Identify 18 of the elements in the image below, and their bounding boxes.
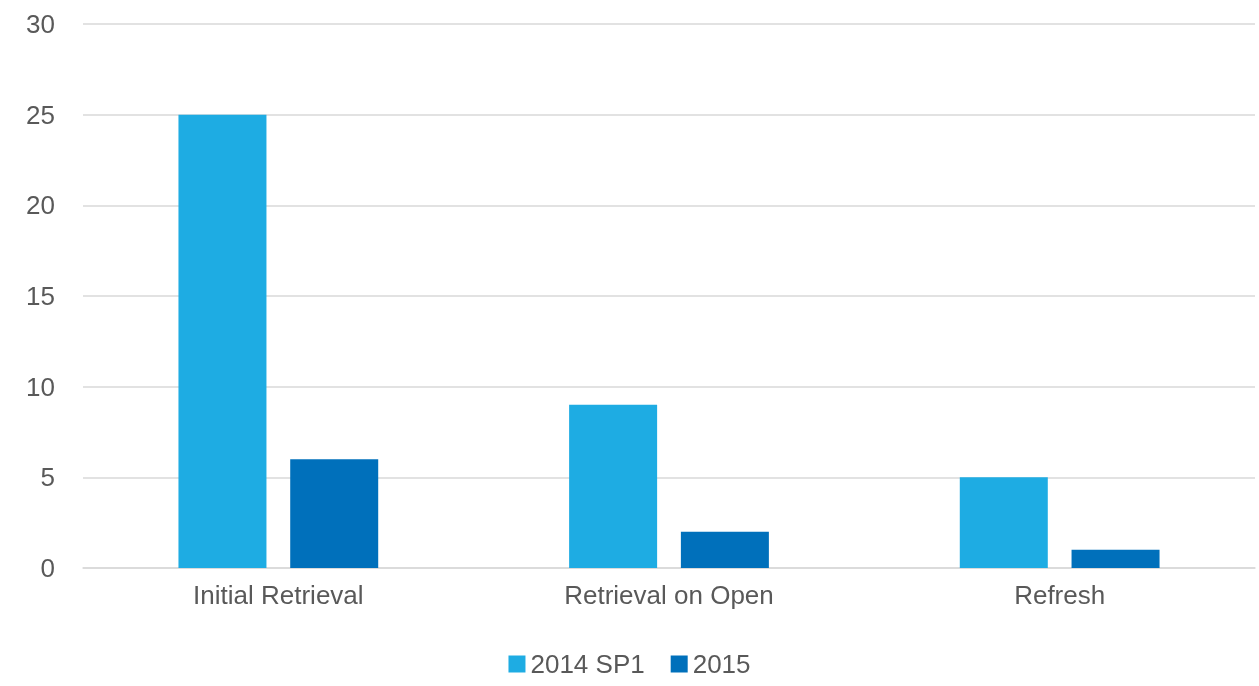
bar xyxy=(290,459,379,568)
x-tick-label: Retrieval on Open xyxy=(564,580,774,610)
x-tick-label: Refresh xyxy=(1014,580,1106,610)
y-tick-label: 5 xyxy=(40,462,55,493)
y-tick-label: 25 xyxy=(26,99,55,130)
bar xyxy=(178,114,267,568)
y-tick-label: 0 xyxy=(40,553,55,583)
bar xyxy=(569,404,658,568)
y-tick-label: 10 xyxy=(26,371,55,402)
y-tick-label: 20 xyxy=(26,190,55,221)
legend-label: 2014 SP1 xyxy=(530,649,645,679)
bar xyxy=(959,477,1048,568)
bar xyxy=(1071,549,1160,568)
x-tick-label: Initial Retrieval xyxy=(193,580,364,610)
y-tick-label: 30 xyxy=(26,9,55,39)
legend-label: 2015 xyxy=(692,649,751,679)
bar xyxy=(680,531,769,568)
y-tick-label: 15 xyxy=(26,281,55,311)
